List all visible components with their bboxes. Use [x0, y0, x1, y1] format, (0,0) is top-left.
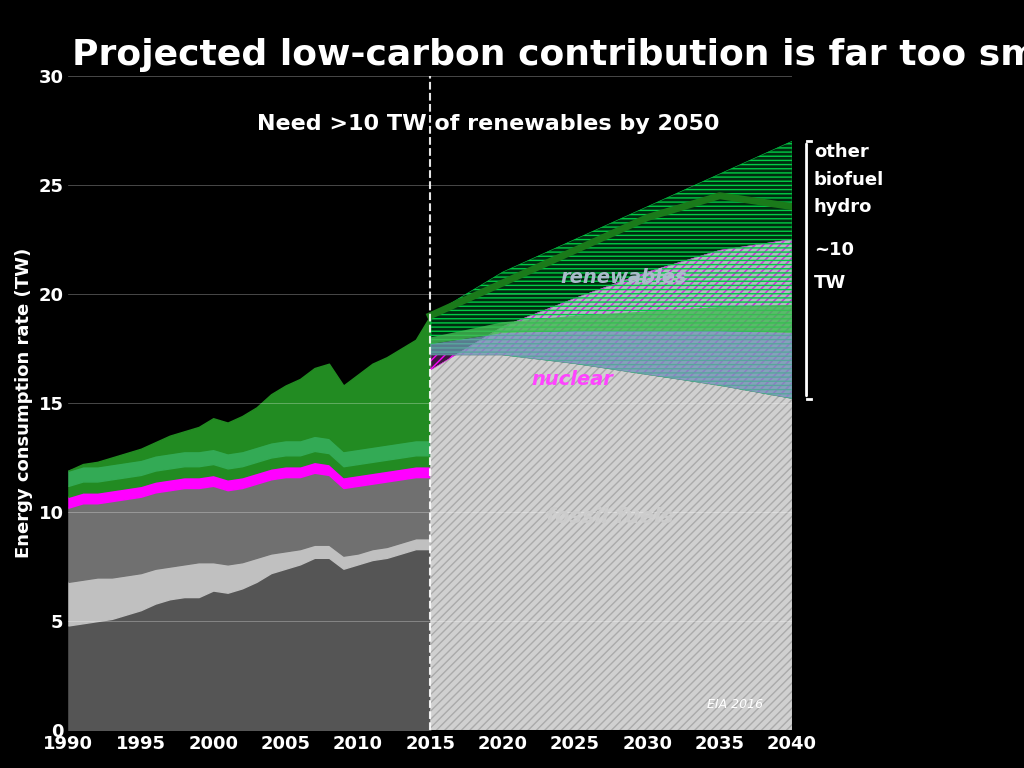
Text: renewables: renewables — [560, 268, 687, 287]
Text: Need >10 TW of renewables by 2050: Need >10 TW of renewables by 2050 — [257, 114, 719, 134]
Text: hydro: hydro — [814, 197, 872, 216]
Y-axis label: Energy consumption rate (TW): Energy consumption rate (TW) — [15, 248, 33, 558]
Text: EIA 2016: EIA 2016 — [707, 697, 763, 710]
Text: biofuel: biofuel — [814, 171, 884, 190]
Text: nuclear: nuclear — [531, 370, 613, 389]
Text: TW: TW — [814, 274, 846, 292]
Text: fossil fuels: fossil fuels — [546, 507, 674, 527]
Text: Projected low-carbon contribution is far too small: Projected low-carbon contribution is far… — [72, 38, 1024, 72]
Text: ~10: ~10 — [814, 241, 854, 260]
Text: other: other — [814, 143, 868, 161]
